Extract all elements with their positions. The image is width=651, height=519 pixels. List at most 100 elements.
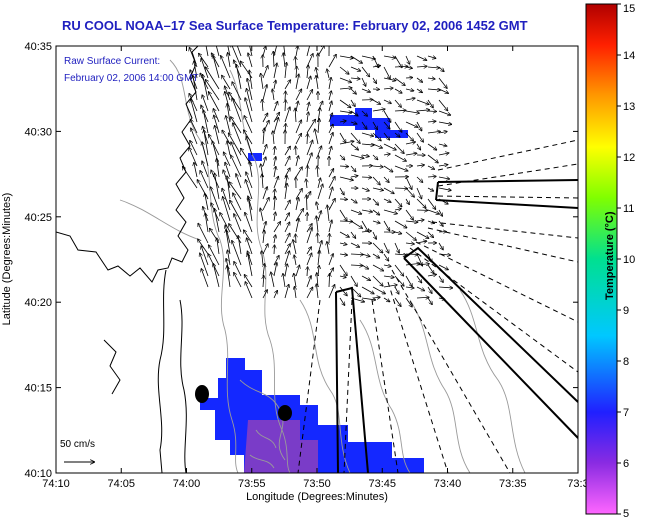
current-vector [427, 99, 433, 108]
current-vector [372, 99, 380, 104]
current-vector [383, 66, 390, 79]
current-vector [361, 298, 375, 300]
current-vector [274, 167, 276, 178]
current-vector [361, 275, 370, 280]
x-tick-label: 74:10 [42, 478, 70, 490]
current-vector [405, 176, 412, 189]
colorbar-tick-label: 12 [623, 152, 635, 164]
current-vector [350, 154, 364, 158]
current-vector [328, 113, 332, 123]
colorbar [585, 3, 618, 515]
current-vector [405, 263, 420, 265]
current-vector [427, 176, 436, 177]
current-vector [350, 165, 356, 171]
current-vector [294, 287, 296, 299]
current-vector [416, 198, 426, 208]
current-vector [262, 66, 268, 79]
current-vector [438, 242, 443, 250]
colorbar-title: Temperature (°C) [604, 211, 616, 300]
current-vector [328, 199, 335, 211]
current-vector [295, 219, 299, 233]
current-vector [231, 117, 242, 134]
current-vector [227, 176, 231, 200]
current-vector [203, 110, 209, 134]
current-vector [405, 287, 414, 288]
current-vector [405, 209, 413, 220]
current-vector [232, 241, 242, 266]
current-vector [427, 209, 439, 214]
current-vector [427, 297, 432, 304]
x-tick-label: 73:3 [567, 478, 588, 490]
current-vector [238, 236, 242, 255]
current-vector [372, 132, 381, 141]
current-vector [361, 66, 369, 77]
current-vector [205, 80, 220, 101]
current-vector [284, 184, 287, 200]
current-vector [361, 88, 370, 92]
current-vector [361, 55, 375, 59]
current-vector [194, 61, 198, 79]
current-vector [295, 167, 302, 178]
figure-title: RU COOL NOAA–17 Sea Surface Temperature:… [62, 18, 528, 33]
current-vector [246, 137, 253, 156]
current-vector [394, 154, 406, 161]
current-vector [217, 238, 220, 255]
current-vector [350, 122, 357, 124]
current-vector [438, 132, 447, 133]
colorbar-tick-label: 10 [623, 254, 635, 266]
current-vector [222, 189, 231, 211]
current-vector [248, 53, 253, 68]
current-vector [225, 163, 231, 178]
current-vector [427, 78, 435, 79]
current-vector [416, 121, 422, 131]
current-vector [316, 284, 318, 299]
y-axis-label: Latitude (Degrees:Minutes) [1, 193, 13, 326]
current-vector [273, 102, 277, 112]
current-vector [427, 67, 439, 68]
current-vector [215, 209, 220, 233]
current-vector [361, 264, 368, 269]
current-vector [416, 77, 422, 82]
current-vector [416, 66, 427, 67]
current-vector [205, 46, 209, 57]
current-vector [383, 99, 391, 103]
current-vector [383, 265, 391, 266]
current-vector [296, 46, 298, 57]
current-vector [416, 286, 424, 291]
current-vector [318, 119, 319, 134]
current-vector [427, 131, 440, 133]
current-vector [383, 242, 389, 253]
current-vector [427, 121, 436, 122]
current-vector [261, 74, 264, 90]
current-vector [383, 88, 393, 89]
current-vector [284, 222, 290, 233]
current-vector [284, 234, 290, 244]
current-vector [329, 274, 330, 288]
current-vector [236, 174, 242, 189]
current-vector [372, 109, 385, 111]
current-vector [307, 267, 308, 277]
current-vector [307, 112, 308, 123]
current-vector [262, 251, 263, 266]
current-vector [217, 159, 220, 178]
current-vector [427, 274, 436, 276]
current-vector [383, 297, 390, 302]
current-vector [284, 107, 290, 123]
radar-site-marker [278, 405, 292, 421]
current-vector [306, 253, 312, 266]
current-vector [383, 165, 393, 172]
current-vector [383, 276, 394, 277]
current-vector [361, 286, 374, 294]
current-vector [339, 121, 346, 122]
current-vector [405, 297, 412, 307]
colorbar-tick-label: 6 [623, 458, 629, 470]
current-vector [306, 228, 312, 244]
x-tick-label: 73:45 [368, 478, 396, 490]
current-vector [383, 176, 389, 182]
current-vector [229, 133, 242, 156]
current-vector [284, 80, 290, 90]
current-vector [274, 245, 275, 255]
current-vector [306, 120, 315, 134]
current-vector [350, 55, 362, 63]
